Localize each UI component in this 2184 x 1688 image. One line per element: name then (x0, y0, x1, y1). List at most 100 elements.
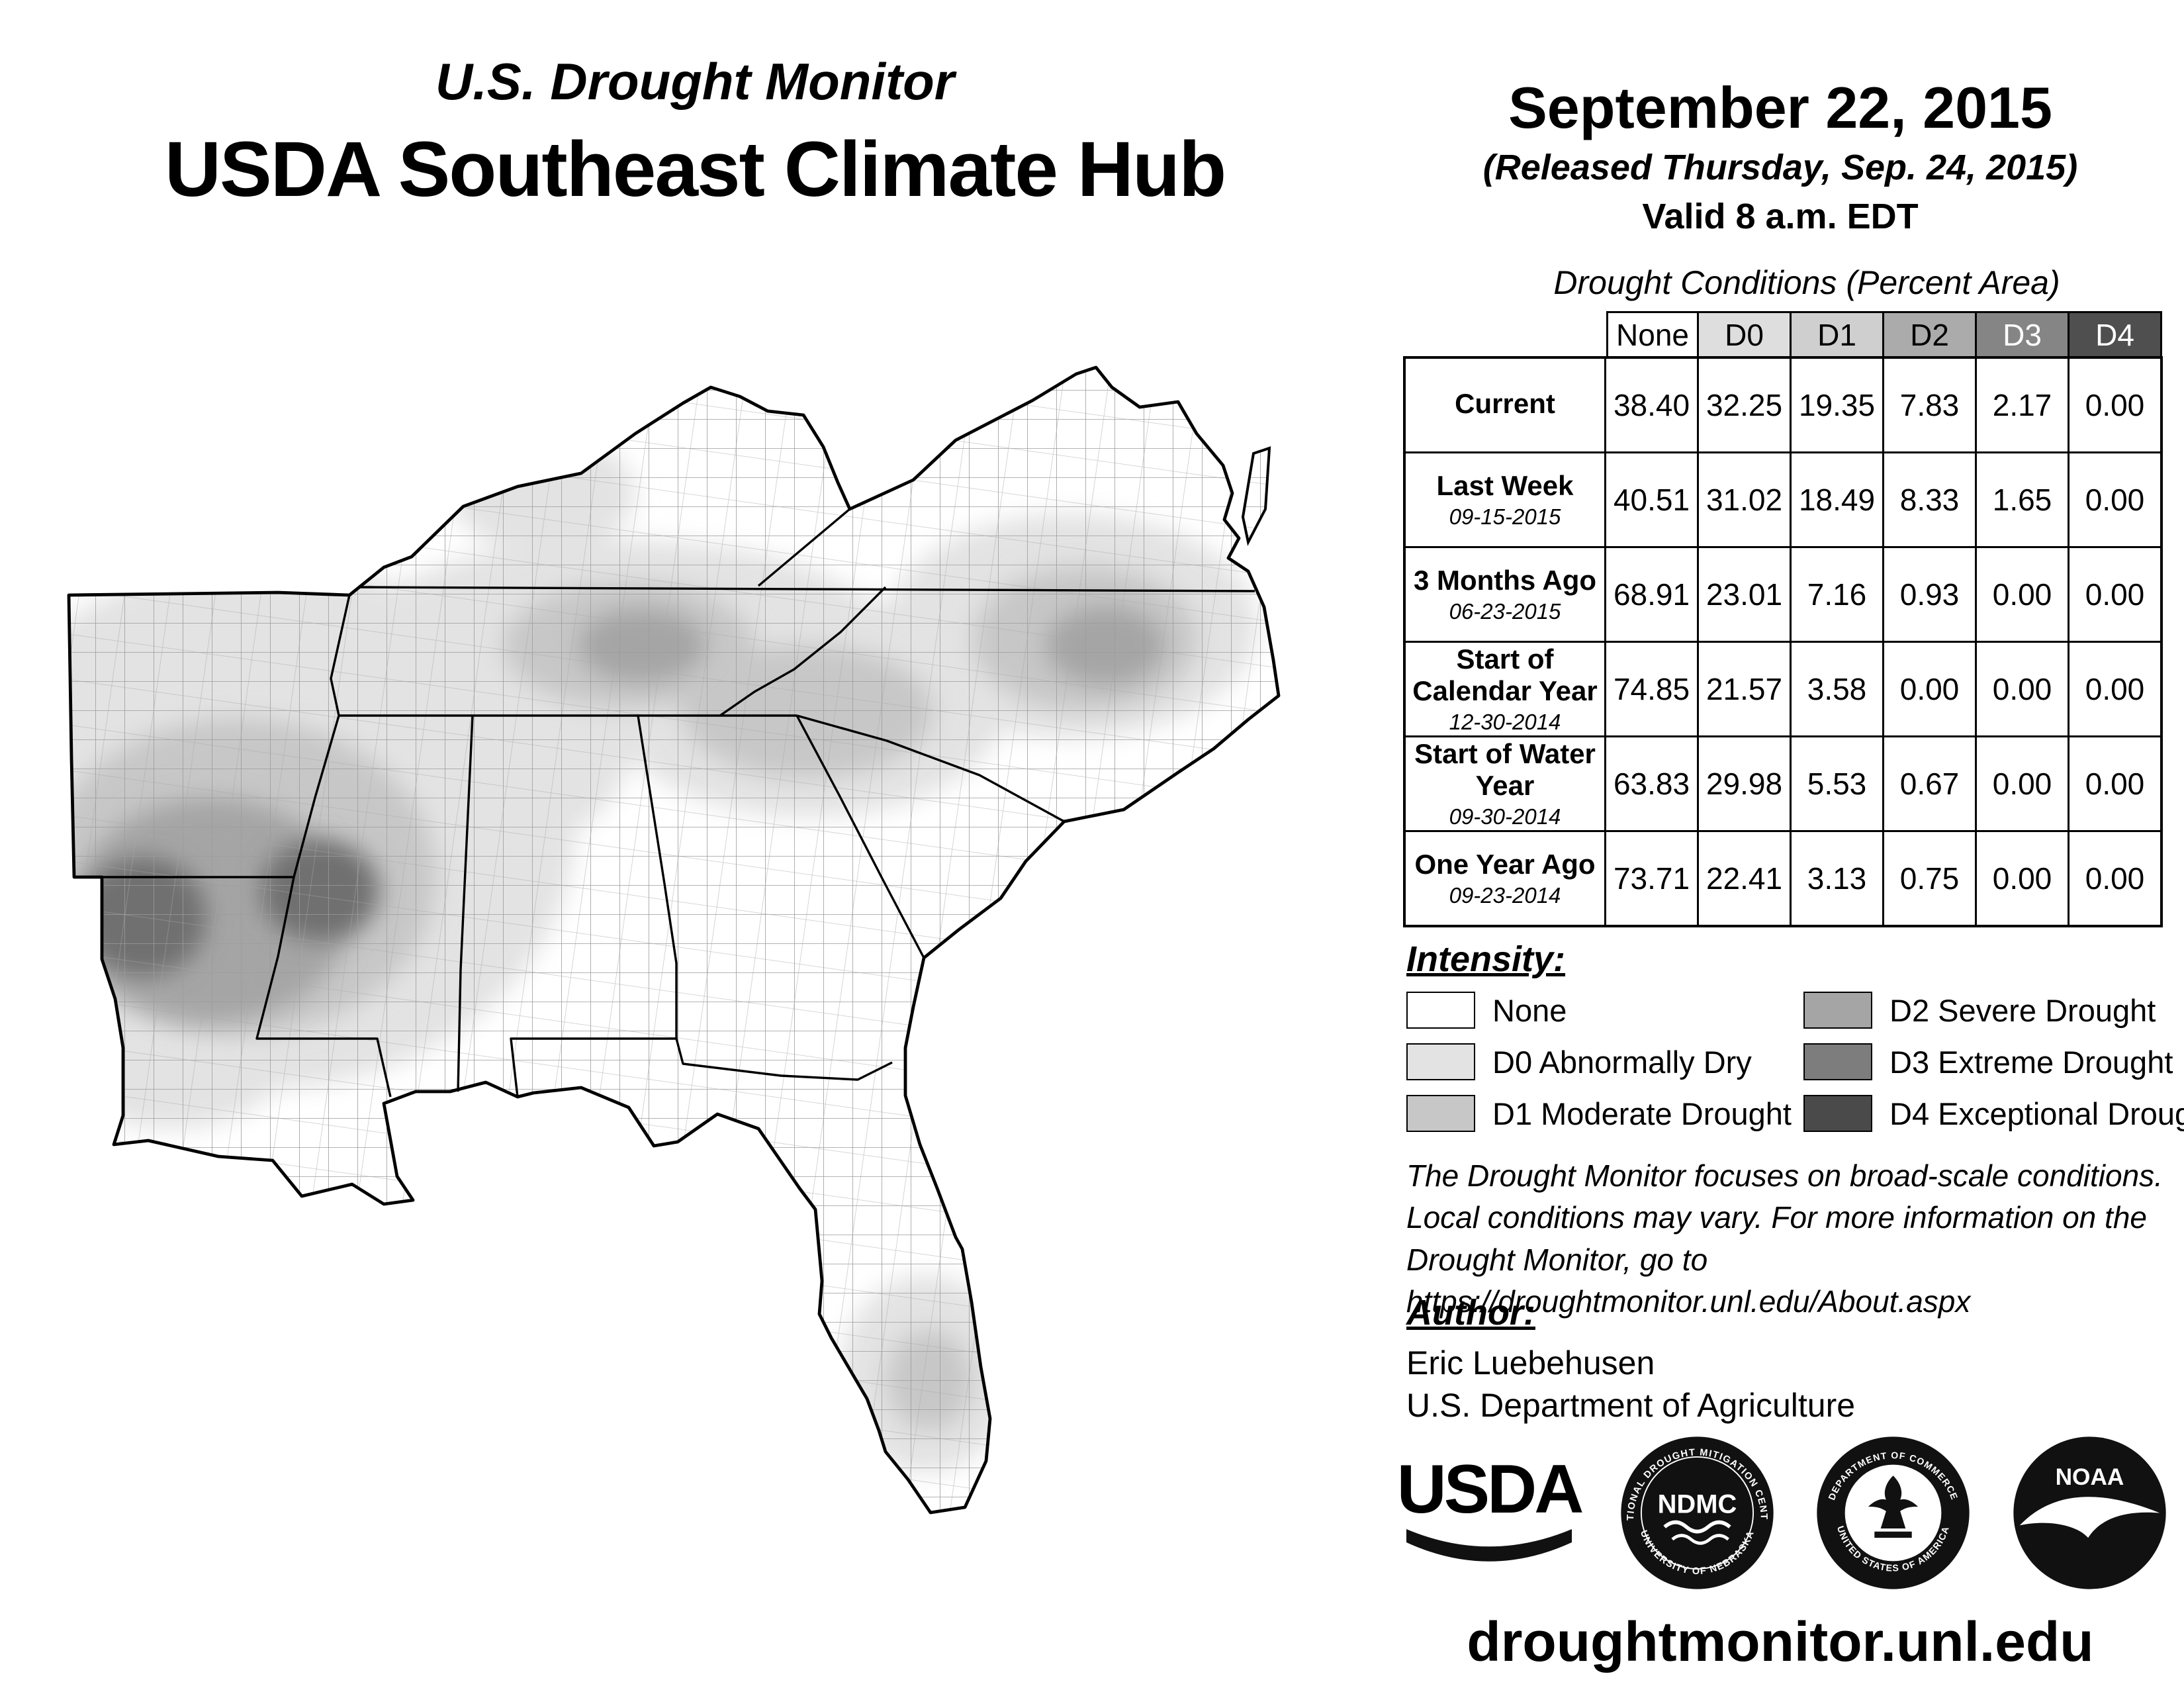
value-cell: 32.25 (1699, 359, 1792, 451)
row-label-date: 09-15-2015 (1449, 504, 1561, 530)
table-row: Last Week 09-15-2015 40.51 31.02 18.49 8… (1406, 451, 2160, 546)
table-row: Start of Calendar Year 12-30-2014 74.85 … (1406, 641, 2160, 735)
legend-item: None (1406, 992, 1777, 1029)
disclaimer-line: Drought Monitor, go to https://droughtmo… (1406, 1242, 1971, 1319)
value-cell: 7.83 (1884, 359, 1977, 451)
row-label: 3 Months Ago 06-23-2015 (1406, 548, 1606, 641)
legend-swatch-d4 (1803, 1095, 1872, 1132)
row-label: One Year Ago 09-23-2014 (1406, 832, 1606, 925)
value-cell: 63.83 (1606, 737, 1699, 830)
row-label-text: One Year Ago (1414, 848, 1596, 880)
intensity-legend: None D0 Abnormally Dry D1 Moderate Droug… (1406, 992, 2184, 1132)
noaa-logo-text: NOAA (2056, 1464, 2124, 1490)
legend-swatch-d1 (1406, 1095, 1475, 1132)
row-label-date: 06-23-2015 (1449, 599, 1561, 624)
value-cell: 1.65 (1977, 453, 2070, 546)
row-label: Last Week 09-15-2015 (1406, 453, 1606, 546)
table-row: Current 38.40 32.25 19.35 7.83 2.17 0.00 (1406, 359, 2160, 451)
delmarva-outline (1241, 446, 1271, 546)
row-label-text: Start of Calendar Year (1412, 643, 1598, 706)
value-cell: 18.49 (1792, 453, 1884, 546)
usda-logo-text: USDA (1396, 1451, 1584, 1528)
state-borders (102, 508, 1255, 1098)
release-date: (Released Thursday, Sep. 24, 2015) (1482, 148, 2078, 187)
value-cell: 31.02 (1699, 453, 1792, 546)
legend-swatch-d2 (1803, 992, 1872, 1029)
value-cell: 0.00 (1977, 737, 2070, 830)
table-row: 3 Months Ago 06-23-2015 68.91 23.01 7.16… (1406, 546, 2160, 641)
table-header-row: None D0 D1 D2 D3 D4 (1606, 311, 2163, 356)
ndmc-logo-icon: NATIONAL DROUGHT MITIGATION CENTER UNIVE… (1619, 1435, 1774, 1589)
table-body: Current 38.40 32.25 19.35 7.83 2.17 0.00… (1403, 356, 2163, 927)
value-cell: 2.17 (1977, 359, 2070, 451)
value-cell: 0.00 (2085, 861, 2145, 896)
table-title: Drought Conditions (Percent Area) (1553, 264, 2060, 301)
disclaimer-line: The Drought Monitor focuses on broad-sca… (1406, 1158, 2163, 1193)
disclaimer-line: Local conditions may vary. For more info… (1406, 1200, 2147, 1235)
value-cell: 0.00 (1977, 548, 2070, 641)
legend-swatch-none (1406, 992, 1475, 1029)
report-date: September 22, 2015 (1508, 75, 2052, 140)
row-label-date: 12-30-2014 (1449, 709, 1561, 734)
column-header-d0: D0 (1699, 311, 1792, 356)
valid-time: Valid 8 a.m. EDT (1642, 197, 1919, 236)
value-cell: 0.00 (2085, 767, 2145, 801)
legend-label: D0 Abnormally Dry (1492, 1044, 1752, 1080)
value-cell: 0.00 (2085, 388, 2145, 422)
value-cell: 22.41 (1699, 832, 1792, 925)
row-label: Start of Water Year 09-30-2014 (1406, 737, 1606, 830)
legend-item: D3 Extreme Drought (1803, 1043, 2174, 1080)
legend-column: None D0 Abnormally Dry D1 Moderate Droug… (1406, 992, 1792, 1132)
usda-swoosh-icon (1406, 1528, 1572, 1562)
legend-item: D4 Exceptional Drought (1803, 1095, 2184, 1132)
row-label-date: 09-30-2014 (1449, 804, 1561, 829)
column-header-none: None (1606, 311, 1699, 356)
row-label: Start of Calendar Year 12-30-2014 (1406, 643, 1606, 735)
legend-item: D0 Abnormally Dry (1406, 1043, 1777, 1080)
legend-item: D2 Severe Drought (1803, 992, 2174, 1029)
legend-column: D2 Severe Drought D3 Extreme Drought D4 … (1803, 992, 2184, 1132)
value-cell: 0.93 (1884, 548, 1977, 641)
column-header-d2: D2 (1884, 311, 1977, 356)
row-label-date: 09-23-2014 (1449, 883, 1561, 908)
row-label: Current (1406, 359, 1606, 451)
value-cell: 0.00 (2085, 483, 2145, 517)
noaa-logo-icon: NOAA (2013, 1436, 2166, 1589)
column-header-d3: D3 (1977, 311, 2070, 356)
value-cell: 5.53 (1792, 737, 1884, 830)
page-title: USDA Southeast Climate Hub (164, 126, 1226, 213)
disclaimer: The Drought Monitor focuses on broad-sca… (1406, 1155, 2184, 1323)
author-name: Eric Luebehusen (1406, 1344, 1655, 1382)
author-organization: U.S. Department of Agriculture (1406, 1387, 1856, 1424)
value-cell: 0.00 (1884, 643, 1977, 735)
row-label-text: Last Week (1436, 469, 1574, 501)
value-cell: 0.00 (1977, 832, 2070, 925)
value-cell: 23.01 (1699, 548, 1792, 641)
value-cell: 0.67 (1884, 737, 1977, 830)
value-cell: 0.00 (2085, 672, 2145, 706)
value-cell: 0.75 (1884, 832, 1977, 925)
legend-label: D3 Extreme Drought (1889, 1044, 2173, 1080)
row-label-text: Current (1455, 387, 1555, 419)
legend-label: None (1492, 992, 1567, 1028)
legend-label: D2 Severe Drought (1889, 992, 2156, 1028)
value-cell: 3.58 (1792, 643, 1884, 735)
value-cell: 8.33 (1884, 453, 1977, 546)
ndmc-logo-text: NDMC (1657, 1490, 1737, 1519)
coastline-outline (67, 365, 1281, 1515)
department-of-commerce-seal-icon: DEPARTMENT OF COMMERCE UNITED STATES OF … (1817, 1436, 1970, 1589)
value-cell: 7.16 (1792, 548, 1884, 641)
value-cell: 73.71 (1606, 832, 1699, 925)
table-row: Start of Water Year 09-30-2014 63.83 29.… (1406, 735, 2160, 830)
row-label-text: Start of Water Year (1414, 738, 1596, 801)
southeast-drought-map (67, 365, 1281, 1515)
value-cell: 38.40 (1606, 359, 1699, 451)
legend-title: Intensity: (1406, 939, 1566, 979)
map-fill-layers (69, 367, 1279, 1513)
value-cell: 19.35 (1792, 359, 1884, 451)
table-row: One Year Ago 09-23-2014 73.71 22.41 3.13… (1406, 830, 2160, 925)
county-grid-secondary (69, 367, 1279, 1513)
legend-label: D1 Moderate Drought (1492, 1096, 1792, 1131)
column-header-d4: D4 (2070, 311, 2162, 356)
value-cell: 3.13 (1792, 832, 1884, 925)
